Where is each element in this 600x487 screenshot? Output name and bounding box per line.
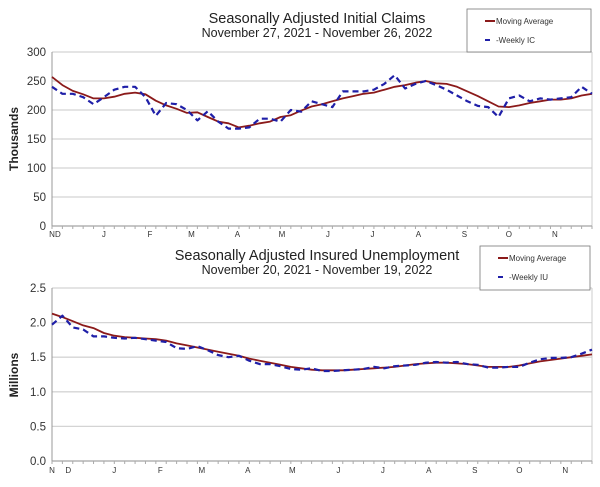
x-tick-label: O [516,466,522,475]
legend-label: -Weekly IU [509,273,548,282]
x-tick-label: N [49,466,55,475]
x-tick-label: J [381,466,385,475]
chart-subtitle: November 27, 2021 - November 26, 2022 [202,26,433,40]
y-tick-label: 0 [40,221,46,233]
x-tick-label: A [235,230,241,239]
legend-box [466,8,592,53]
y-tick-label: 250 [27,76,46,88]
x-tick-label: J [326,230,330,239]
y-tick-label: 200 [27,105,46,117]
y-tick-label: 100 [27,163,46,175]
y-tick-label: 300 [27,47,46,59]
x-tick-label: A [245,466,251,475]
legend-label: Moving Average [509,254,567,263]
y-tick-label: 0.0 [30,456,46,468]
series-line-weekly [51,314,593,373]
y-tick-label: 2.5 [30,283,46,295]
x-tick-label: A [416,230,422,239]
y-axis-label: Thousands [7,107,21,171]
x-tick-label: D [65,466,71,475]
x-tick-label: N [49,230,55,239]
y-axis-label: Millions [7,352,21,397]
legend: Moving Average -Weekly IC [466,8,592,53]
x-tick-label: S [472,466,477,475]
chart-2: Seasonally Adjusted Insured Unemployment… [7,245,593,475]
chart-1: Seasonally Adjusted Initial ClaimsNovemb… [7,8,593,239]
series-line-weekly [51,74,593,130]
x-tick-label: S [462,230,467,239]
legend-label: Moving Average [496,17,554,26]
chart-subtitle: November 20, 2021 - November 19, 2022 [202,263,433,277]
x-tick-label: M [198,466,205,475]
x-tick-label: M [279,230,286,239]
chart-title: Seasonally Adjusted Insured Unemployment [175,248,460,264]
y-tick-label: 1.0 [30,387,46,399]
legend-label: -Weekly IC [496,36,535,45]
x-tick-label: J [112,466,116,475]
x-tick-label: J [102,230,106,239]
x-tick-label: F [158,466,163,475]
y-tick-label: 2.0 [30,318,46,330]
legend: Moving Average -Weekly IU [479,245,591,291]
y-tick-label: 1.5 [30,352,46,364]
x-tick-label: F [147,230,152,239]
chart-title: Seasonally Adjusted Initial Claims [209,11,426,27]
x-tick-label: M [188,230,195,239]
x-tick-label: J [370,230,374,239]
legend-box [479,245,591,291]
x-tick-label: N [552,230,558,239]
x-tick-label: M [289,466,296,475]
x-tick-label: O [506,230,512,239]
x-tick-label: J [336,466,340,475]
x-tick-label: A [426,466,432,475]
y-tick-label: 0.5 [30,421,46,433]
x-tick-label: D [55,230,61,239]
y-tick-label: 50 [33,192,46,204]
x-tick-label: N [562,466,568,475]
series-line-moving-average [51,76,593,129]
y-tick-label: 150 [27,134,46,146]
